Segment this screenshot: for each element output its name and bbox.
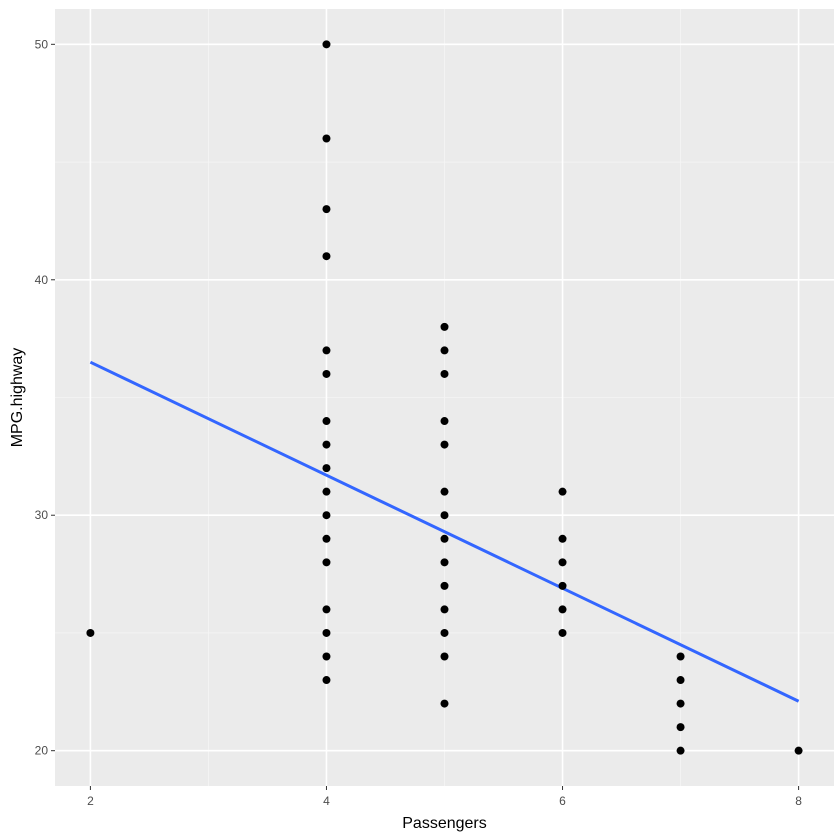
data-point: [440, 652, 449, 661]
data-point: [558, 581, 567, 590]
data-point: [558, 605, 567, 614]
data-point: [440, 417, 449, 426]
data-point: [322, 511, 331, 520]
data-point: [676, 652, 685, 661]
data-point: [440, 369, 449, 378]
data-point: [440, 628, 449, 637]
data-point: [322, 605, 331, 614]
data-point: [440, 487, 449, 496]
y-tick-label: 20: [35, 744, 49, 758]
data-point: [558, 628, 567, 637]
data-point: [558, 487, 567, 496]
data-point: [676, 746, 685, 755]
data-point: [322, 534, 331, 543]
data-point: [440, 440, 449, 449]
data-point: [440, 699, 449, 708]
y-axis-title: MPG.highway: [9, 348, 26, 448]
data-points: [86, 40, 803, 755]
y-axis: 20 30 40 50: [35, 37, 55, 758]
data-point: [322, 440, 331, 449]
data-point: [558, 558, 567, 567]
data-point: [322, 40, 331, 49]
data-point: [322, 205, 331, 214]
data-point: [440, 581, 449, 590]
data-point: [676, 699, 685, 708]
data-point: [676, 676, 685, 685]
data-point: [322, 464, 331, 473]
data-point: [322, 487, 331, 496]
data-point: [322, 346, 331, 355]
data-point: [322, 252, 331, 261]
x-tick-label: 4: [323, 794, 330, 808]
data-point: [440, 346, 449, 355]
x-axis: 2 4 6 8: [87, 786, 802, 808]
data-point: [322, 134, 331, 143]
data-point: [322, 369, 331, 378]
data-point: [440, 534, 449, 543]
data-point: [558, 534, 567, 543]
data-point: [322, 652, 331, 661]
x-tick-label: 2: [87, 794, 94, 808]
data-point: [440, 511, 449, 520]
data-point: [86, 628, 95, 637]
data-point: [794, 746, 803, 755]
data-point: [322, 417, 331, 426]
x-tick-label: 8: [795, 794, 802, 808]
data-point: [322, 558, 331, 567]
data-point: [322, 628, 331, 637]
x-tick-label: 6: [559, 794, 566, 808]
regression-line: [89, 360, 800, 703]
y-tick-label: 30: [35, 508, 49, 522]
y-tick-label: 40: [35, 273, 49, 287]
y-tick-label: 50: [35, 37, 49, 51]
data-point: [440, 605, 449, 614]
data-point: [440, 322, 449, 331]
x-axis-title: Passengers: [402, 815, 487, 832]
fit-line-layer: [89, 360, 800, 703]
data-point: [440, 558, 449, 567]
data-point: [676, 723, 685, 732]
data-point: [322, 676, 331, 685]
